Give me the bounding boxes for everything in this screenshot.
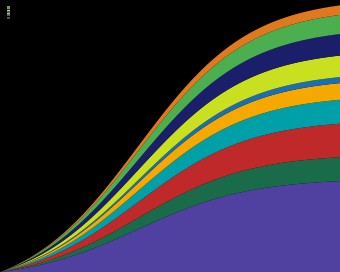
Legend: , , , , , , , , , : , , , , , , , , , [7, 6, 10, 19]
